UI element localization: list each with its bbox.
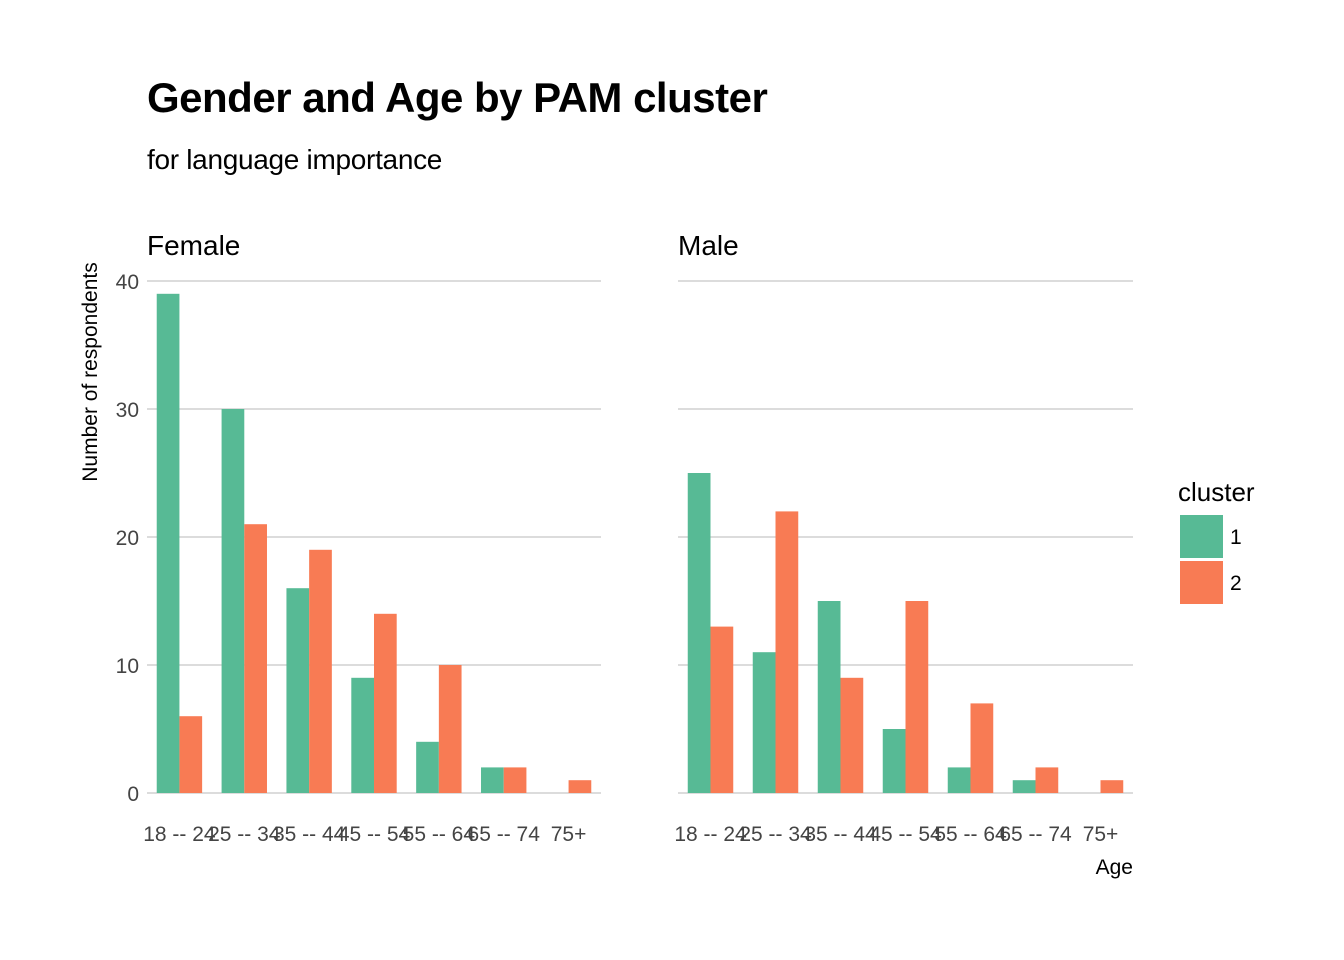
y-tick-label: 40 bbox=[116, 271, 139, 294]
x-tick-label: 75+ bbox=[1083, 823, 1119, 846]
facet-label-female: Female bbox=[147, 230, 240, 261]
bar-female-cluster-2-1 bbox=[244, 524, 267, 793]
x-tick-label: 45 -- 54 bbox=[869, 823, 942, 846]
bar-female-cluster-1-1 bbox=[221, 409, 245, 793]
y-tick-label: 10 bbox=[116, 655, 139, 678]
x-tick-label: 25 -- 34 bbox=[739, 823, 812, 846]
x-tick-label: 35 -- 44 bbox=[273, 823, 346, 846]
x-tick-label: 65 -- 74 bbox=[999, 823, 1072, 846]
x-tick-label: 18 -- 24 bbox=[143, 823, 216, 846]
chart-title: Gender and Age by PAM cluster bbox=[147, 74, 768, 121]
legend-label-1: 1 bbox=[1230, 526, 1242, 549]
x-tick-label: 65 -- 74 bbox=[468, 823, 541, 846]
y-tick-label: 0 bbox=[127, 783, 139, 806]
x-tick-label: 35 -- 44 bbox=[804, 823, 877, 846]
bar-female-cluster-2-0 bbox=[179, 716, 203, 793]
bar-male-cluster-1-2 bbox=[817, 601, 841, 793]
bar-female-cluster-1-4 bbox=[416, 741, 439, 793]
bar-male-cluster-2-6 bbox=[1100, 780, 1124, 793]
bar-female-cluster-2-4 bbox=[438, 665, 462, 793]
x-tick-label: 25 -- 34 bbox=[208, 823, 281, 846]
legend-title: cluster bbox=[1178, 477, 1255, 507]
bar-male-cluster-2-3 bbox=[905, 601, 929, 793]
x-tick-label: 75+ bbox=[551, 823, 587, 846]
bar-male-cluster-1-4 bbox=[947, 767, 971, 793]
y-tick-label: 30 bbox=[116, 399, 139, 422]
legend-key-1 bbox=[1180, 515, 1223, 558]
x-tick-label: 55 -- 64 bbox=[403, 823, 476, 846]
y-tick-label: 20 bbox=[116, 527, 139, 550]
x-tick-label: 18 -- 24 bbox=[674, 823, 747, 846]
bar-male-cluster-2-5 bbox=[1035, 767, 1059, 793]
bar-male-cluster-2-0 bbox=[710, 626, 734, 793]
bar-female-cluster-1-0 bbox=[156, 293, 180, 793]
x-axis-title: Age bbox=[1096, 856, 1133, 879]
bar-male-cluster-2-4 bbox=[970, 703, 994, 793]
bar-female-cluster-1-5 bbox=[481, 767, 504, 793]
bar-female-cluster-2-5 bbox=[503, 767, 527, 793]
bar-female-cluster-2-6 bbox=[568, 780, 592, 793]
legend-label-2: 2 bbox=[1230, 572, 1242, 595]
legend-key-2 bbox=[1180, 561, 1223, 604]
bar-male-cluster-1-0 bbox=[687, 473, 711, 793]
x-tick-label: 55 -- 64 bbox=[934, 823, 1007, 846]
bar-female-cluster-2-3 bbox=[374, 613, 397, 793]
bar-male-cluster-1-3 bbox=[882, 729, 906, 793]
bar-female-cluster-1-3 bbox=[351, 677, 374, 793]
bar-male-cluster-2-2 bbox=[840, 677, 864, 793]
bar-female-cluster-1-2 bbox=[286, 588, 310, 793]
bar-male-cluster-1-5 bbox=[1012, 780, 1036, 793]
chart-subtitle: for language importance bbox=[147, 144, 443, 175]
bar-female-cluster-2-2 bbox=[309, 549, 332, 793]
x-tick-label: 45 -- 54 bbox=[338, 823, 411, 846]
bar-male-cluster-2-1 bbox=[775, 511, 799, 793]
bar-male-cluster-1-1 bbox=[752, 652, 776, 793]
y-axis-title: Number of respondents bbox=[79, 262, 102, 481]
facet-label-male: Male bbox=[678, 230, 739, 261]
